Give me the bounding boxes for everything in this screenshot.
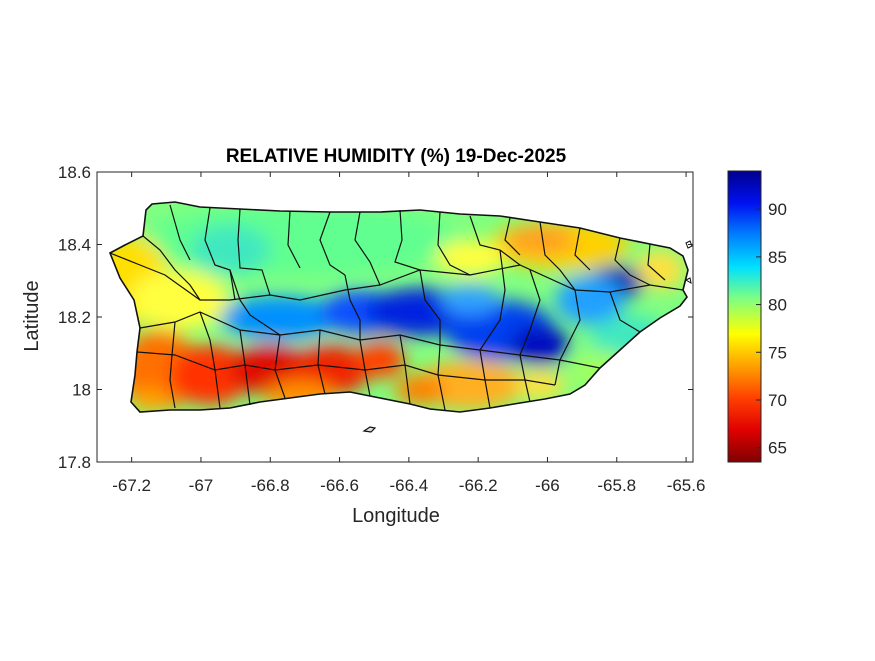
offshore-island [685,240,693,249]
y-tick-label: 18 [72,381,91,400]
x-tick-label: -66.6 [320,476,359,495]
y-tick-label: 18.2 [58,308,91,327]
x-axis-ticks: -67.2 -67 -66.8 -66.6 -66.4 -66.2 -66 -65.8 -65.… [112,172,705,495]
x-tick-label: -66.8 [251,476,290,495]
colorbar-tick-label: 90 [768,200,787,219]
offshore-island [684,277,692,285]
colorbar-tick-label: 75 [768,343,787,362]
x-tick-label: -67 [189,476,214,495]
x-tick-label: -65.8 [597,476,636,495]
colorbar-tick-label: 65 [768,439,787,458]
y-tick-label: 17.8 [58,453,91,472]
x-axis-label: Longitude [352,505,440,527]
y-tick-label: 18.4 [58,236,91,255]
y-tick-label: 18.6 [58,163,91,182]
colorbar-ticks: 65 70 75 80 85 90 [756,200,787,458]
x-tick-label: -66.4 [389,476,428,495]
colorbar [727,170,762,463]
x-tick-label: -67.2 [112,476,151,495]
y-axis-label: Latitude [21,280,43,351]
offshore-island [362,426,377,433]
colorbar-tick-label: 70 [768,391,787,410]
colorbar-tick-label: 85 [768,248,787,267]
x-tick-label: -65.6 [667,476,706,495]
municipality-boundaries [108,201,689,413]
colorbar-tick-label: 80 [768,296,787,315]
x-tick-label: -66 [535,476,560,495]
x-tick-label: -66.2 [459,476,498,495]
map-title: RELATIVE HUMIDITY (%) 19-Dec-2025 [226,146,567,167]
y-axis-ticks: 17.8 18 18.2 18.4 18.6 [58,163,693,472]
